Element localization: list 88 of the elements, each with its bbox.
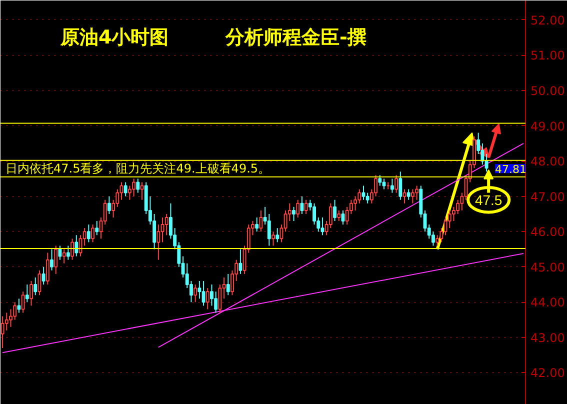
candlestick (62, 248, 66, 264)
y-tick-label: 45.00 (530, 260, 565, 274)
candlestick (267, 213, 271, 246)
candlestick (164, 213, 168, 236)
candlestick (50, 248, 54, 271)
candlestick (25, 284, 29, 303)
y-tick-label: 42.00 (530, 366, 565, 380)
candlestick (74, 234, 78, 257)
candlestick (276, 228, 280, 243)
candlestick (362, 185, 366, 200)
candlestick (140, 182, 144, 200)
candlestick (448, 210, 452, 229)
candlestick (198, 280, 202, 300)
candlestick (296, 199, 300, 218)
candlestick (128, 185, 132, 200)
candlestick (431, 231, 435, 246)
candlestick (456, 199, 460, 214)
candlestick (436, 234, 440, 246)
candlestick (21, 291, 25, 314)
candlestick (95, 220, 99, 236)
y-tick-label: 49.00 (530, 119, 565, 134)
candlestick (218, 284, 222, 314)
candlestick (91, 224, 95, 243)
candlestick (136, 178, 140, 194)
candlestick (320, 216, 324, 236)
y-tick-label: 51.00 (530, 48, 565, 63)
candlestick (42, 266, 46, 286)
candlestick (238, 248, 242, 274)
candlestick (382, 178, 386, 190)
candlestick (304, 199, 308, 214)
text: 原油4小时图 (60, 26, 169, 48)
candlestick (66, 245, 70, 260)
y-tick-label: 46.00 (530, 225, 565, 240)
candlestick (300, 196, 304, 214)
y-tick-label: 52.00 (530, 13, 565, 28)
candlestick (120, 182, 124, 200)
candlestick (132, 178, 136, 197)
annotation: 日内依托47.5看多，阻力先关注49.上破看49.5。 (6, 162, 270, 176)
candlestick (38, 270, 42, 296)
candlestick (70, 238, 74, 260)
candlestick (214, 291, 218, 314)
candlestick (255, 216, 259, 232)
candlestick (333, 199, 337, 222)
candlestick (202, 280, 206, 306)
candlestick (390, 178, 394, 194)
candlestick (410, 188, 414, 204)
candlestick (354, 196, 358, 211)
candlestick (46, 252, 50, 286)
candlestick (30, 280, 33, 306)
candlestick (54, 245, 58, 274)
candlestick (402, 188, 406, 204)
candlestick (86, 224, 90, 243)
candlestick (4, 312, 8, 331)
candlestick (152, 213, 156, 250)
candlestick (328, 202, 332, 229)
y-tick-label: 48.00 (530, 154, 565, 169)
candlestick (17, 298, 21, 314)
candlestick (312, 202, 316, 226)
candlestick (259, 210, 263, 232)
candlestick (415, 185, 419, 200)
y-tick-label: 50.00 (530, 84, 565, 98)
candlestick (398, 171, 402, 200)
candlestick (156, 224, 160, 260)
candlestick (366, 192, 370, 204)
candlestick (34, 276, 38, 296)
candlestick (394, 174, 398, 194)
candlestick (226, 273, 230, 296)
candlestick (272, 231, 275, 246)
candlestick (406, 188, 410, 200)
candlestick (484, 153, 488, 172)
y-tick-label: 43.00 (530, 330, 565, 345)
candlestick (378, 174, 382, 186)
candlestick (374, 174, 378, 197)
candlestick (210, 284, 214, 306)
candlestick (9, 308, 12, 328)
candlestick (194, 284, 198, 303)
candlestick (107, 196, 111, 214)
y-tick-label: 44.00 (530, 296, 565, 310)
candlestick (206, 288, 210, 310)
candlestick (337, 210, 341, 222)
candlestick (452, 206, 456, 222)
annotation: 47.81 (495, 163, 527, 176)
candlestick (58, 245, 62, 260)
candlestick (124, 182, 128, 197)
text: 分析师程金臣-撰 (224, 26, 366, 48)
annotation: 47.5 (474, 192, 502, 208)
candlestick (292, 206, 296, 222)
y-tick-label: 47.00 (530, 190, 565, 204)
